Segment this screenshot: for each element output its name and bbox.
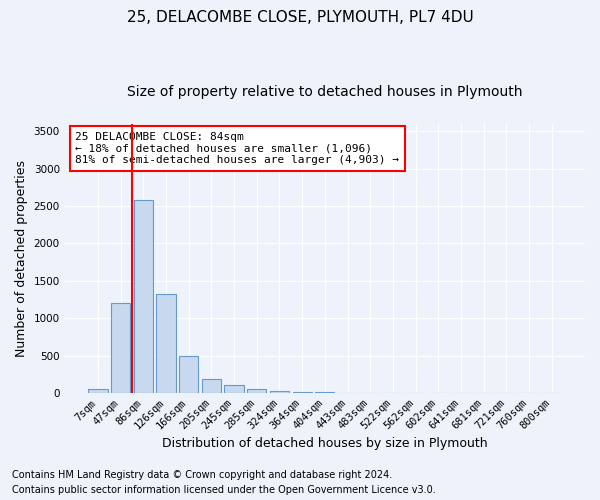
Bar xyxy=(247,390,266,393)
Text: Contains HM Land Registry data © Crown copyright and database right 2024.: Contains HM Land Registry data © Crown c… xyxy=(12,470,392,480)
Bar xyxy=(293,392,312,393)
Bar xyxy=(202,379,221,393)
Y-axis label: Number of detached properties: Number of detached properties xyxy=(15,160,28,357)
Bar xyxy=(134,200,153,393)
Title: Size of property relative to detached houses in Plymouth: Size of property relative to detached ho… xyxy=(127,85,523,99)
Bar xyxy=(224,385,244,393)
Bar xyxy=(179,356,199,393)
Text: Contains public sector information licensed under the Open Government Licence v3: Contains public sector information licen… xyxy=(12,485,436,495)
Bar xyxy=(88,390,107,393)
Text: 25, DELACOMBE CLOSE, PLYMOUTH, PL7 4DU: 25, DELACOMBE CLOSE, PLYMOUTH, PL7 4DU xyxy=(127,10,473,25)
Bar xyxy=(315,392,334,393)
Bar xyxy=(270,391,289,393)
X-axis label: Distribution of detached houses by size in Plymouth: Distribution of detached houses by size … xyxy=(162,437,488,450)
Bar xyxy=(157,294,176,393)
Text: 25 DELACOMBE CLOSE: 84sqm
← 18% of detached houses are smaller (1,096)
81% of se: 25 DELACOMBE CLOSE: 84sqm ← 18% of detac… xyxy=(75,132,399,165)
Bar xyxy=(111,304,130,393)
